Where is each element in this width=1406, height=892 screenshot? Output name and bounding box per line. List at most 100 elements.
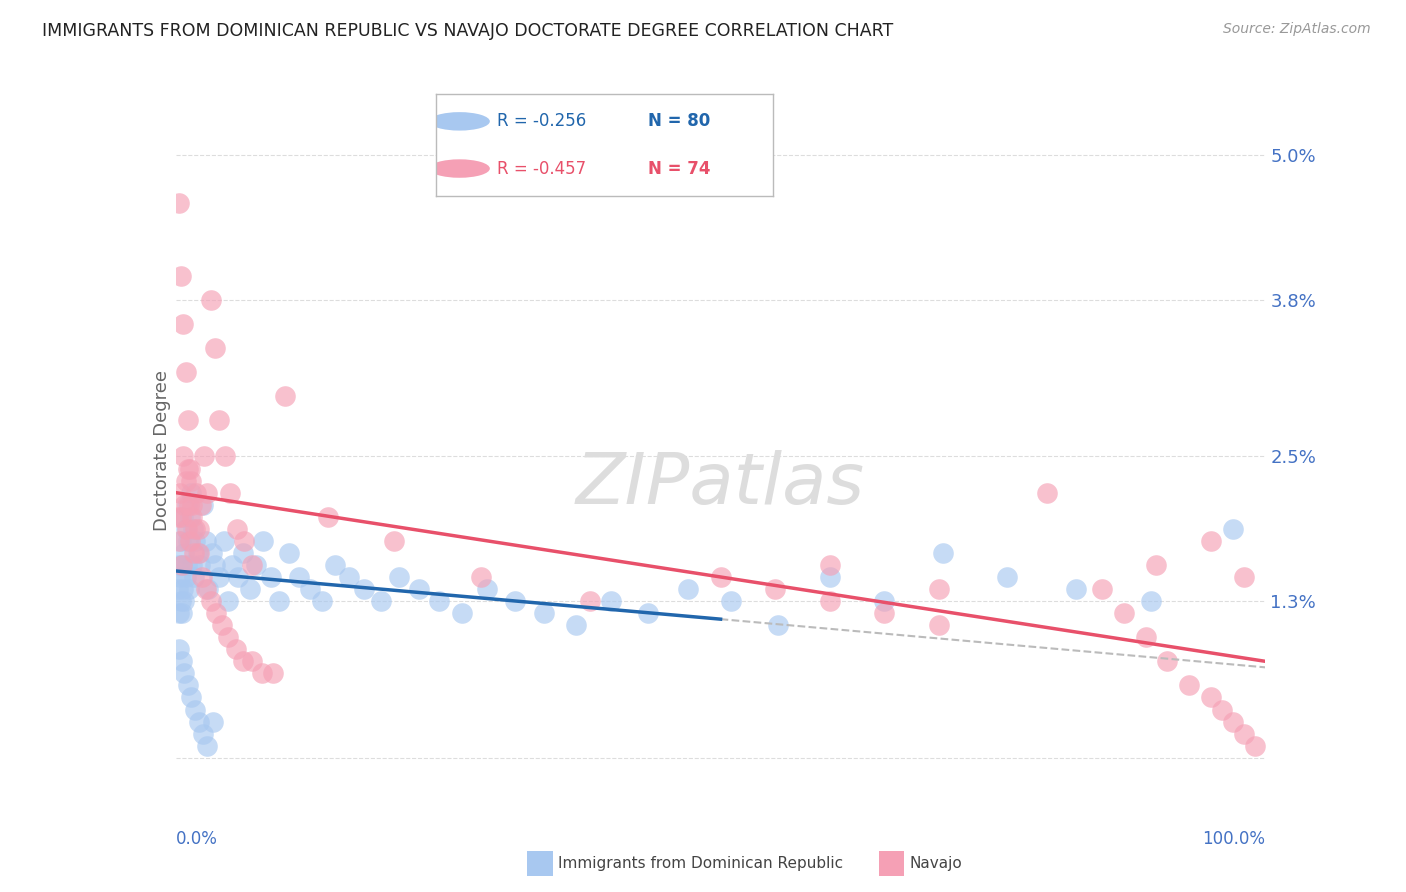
Point	[1064, 582, 1087, 596]
Point	[183, 546, 205, 560]
Point	[186, 546, 209, 560]
Point	[172, 654, 194, 668]
Point	[382, 533, 405, 548]
Point	[187, 714, 209, 729]
Point	[470, 570, 492, 584]
Point	[167, 196, 190, 211]
Point	[181, 558, 204, 572]
Point	[533, 606, 555, 620]
Point	[172, 582, 194, 596]
Point	[167, 558, 190, 572]
Point	[177, 498, 200, 512]
Point	[311, 594, 333, 608]
Text: Source: ZipAtlas.com: Source: ZipAtlas.com	[1223, 22, 1371, 37]
Point	[768, 618, 790, 632]
Point	[208, 413, 231, 427]
Point	[179, 461, 201, 475]
Point	[245, 558, 267, 572]
Point	[208, 570, 231, 584]
Point	[172, 509, 194, 524]
Point	[167, 582, 190, 596]
Point	[172, 450, 194, 464]
Point	[169, 485, 191, 500]
Point	[288, 570, 311, 584]
Point	[167, 642, 190, 657]
Point	[250, 666, 273, 681]
Point	[167, 509, 190, 524]
Point	[928, 582, 950, 596]
Point	[278, 546, 301, 560]
Point	[191, 570, 214, 584]
Point	[226, 570, 249, 584]
Point	[1199, 690, 1222, 705]
Point	[1091, 582, 1114, 596]
Point	[298, 582, 321, 596]
Text: ZIPatlas: ZIPatlas	[576, 450, 865, 519]
Point	[225, 522, 247, 536]
Point	[1232, 570, 1256, 584]
Point	[599, 594, 621, 608]
Point	[173, 546, 195, 560]
Point	[174, 365, 197, 379]
Point	[173, 594, 195, 608]
Point	[167, 533, 190, 548]
Point	[720, 594, 742, 608]
Point	[197, 582, 219, 596]
Point	[564, 618, 586, 632]
Point	[177, 582, 200, 596]
Point	[274, 389, 297, 403]
Circle shape	[429, 112, 489, 130]
Point	[818, 558, 841, 572]
Point	[1178, 678, 1201, 692]
Point	[211, 618, 233, 632]
Point	[637, 606, 659, 620]
Point	[353, 582, 375, 596]
Point	[1232, 726, 1256, 740]
Point	[1036, 485, 1059, 500]
Point	[201, 714, 224, 729]
Text: 100.0%: 100.0%	[1202, 830, 1265, 848]
Point	[174, 570, 197, 584]
Text: Navajo: Navajo	[910, 856, 963, 871]
Point	[995, 570, 1018, 584]
Point	[1140, 594, 1163, 608]
Point	[873, 594, 896, 608]
Point	[477, 582, 499, 596]
Text: Immigrants from Dominican Republic: Immigrants from Dominican Republic	[558, 856, 844, 871]
Point	[1211, 702, 1233, 716]
Point	[763, 582, 786, 596]
Point	[176, 522, 198, 536]
Point	[217, 594, 239, 608]
Y-axis label: Doctorate Degree: Doctorate Degree	[153, 370, 172, 531]
Point	[818, 594, 841, 608]
Point	[195, 582, 218, 596]
Point	[932, 546, 955, 560]
Point	[451, 606, 474, 620]
Point	[225, 642, 247, 657]
Point	[232, 546, 254, 560]
Point	[928, 618, 950, 632]
Point	[1243, 739, 1265, 753]
Point	[172, 558, 194, 572]
Point	[176, 498, 198, 512]
Point	[1156, 654, 1178, 668]
Point	[232, 654, 254, 668]
Point	[181, 498, 204, 512]
Point	[195, 485, 218, 500]
Point	[186, 485, 208, 500]
Point	[174, 522, 197, 536]
Point	[200, 293, 222, 307]
Point	[408, 582, 430, 596]
Point	[204, 341, 226, 355]
Text: N = 80: N = 80	[648, 112, 710, 130]
Point	[1144, 558, 1167, 572]
Point	[169, 570, 191, 584]
Point	[195, 739, 218, 753]
Point	[172, 558, 194, 572]
Point	[174, 474, 197, 488]
Point	[219, 485, 242, 500]
Point	[252, 533, 274, 548]
Point	[1112, 606, 1135, 620]
Text: R = -0.256: R = -0.256	[496, 112, 586, 130]
Point	[184, 702, 207, 716]
